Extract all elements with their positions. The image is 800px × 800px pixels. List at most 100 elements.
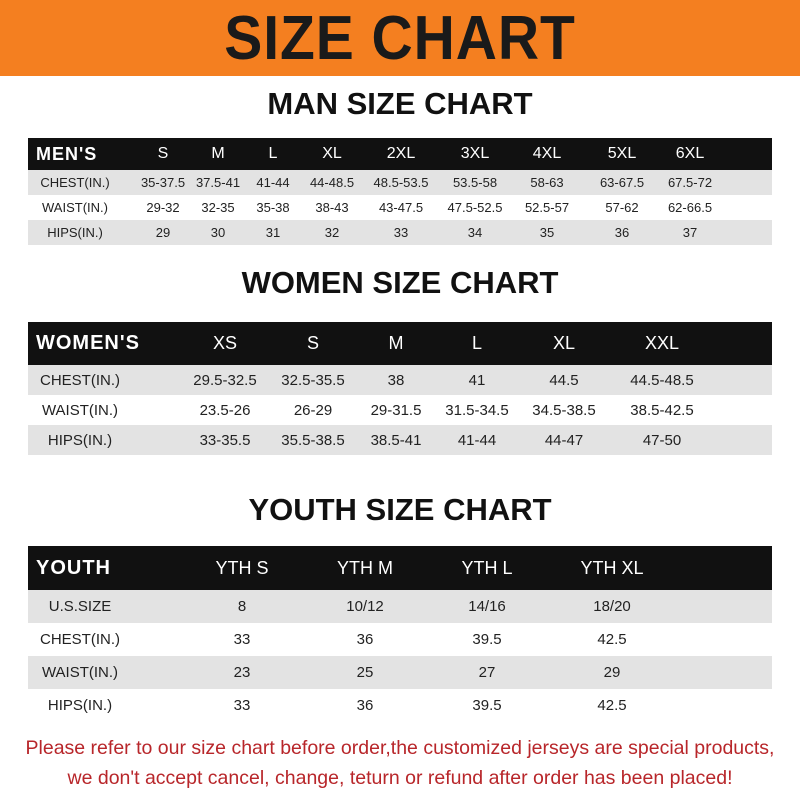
table-cell: 32: [324, 225, 340, 240]
women-title: WOMEN SIZE CHART: [241, 265, 559, 300]
table-row: CHEST(IN.) 29.5-32.5 32.5-35.5 38 41 44.5 44.5…: [28, 365, 772, 395]
youth-size-table: YOUTH YTH S YTH M YTH L YTH XL U.S.SIZE 8 10/12…: [28, 546, 772, 722]
table-cell: 33: [233, 697, 251, 714]
table-cell: 52.5-57: [524, 200, 570, 215]
table-cell: 48.5-53.5: [373, 175, 429, 190]
table-cell: 35: [539, 225, 555, 240]
table-cell: 38.5-42.5: [630, 401, 694, 419]
size-header: S: [157, 145, 169, 162]
measure-label: WAIST(IN.): [42, 200, 108, 215]
table-cell: 29-32: [146, 200, 180, 215]
table-cell: 29.5-32.5: [193, 371, 257, 389]
table-label: YOUTH: [36, 556, 111, 579]
table-cell: 62-66.5: [667, 200, 713, 215]
table-cell: 35-38: [256, 200, 290, 215]
table-header-row: WOMEN'S XS S M L XL XXL: [28, 322, 772, 365]
size-header: S: [306, 333, 320, 353]
table-cell: 23.5-26: [199, 401, 251, 419]
size-header: YTH L: [461, 557, 513, 578]
notice-line-2: we don't accept cancel, change, teturn o…: [67, 767, 733, 789]
table-cell: 33: [233, 631, 251, 648]
size-header: L: [471, 333, 483, 353]
table-cell: 29: [155, 225, 171, 240]
table-cell: 35-37.5: [140, 175, 186, 190]
table-cell: 30: [210, 225, 226, 240]
table-row: HIPS(IN.) 29 30 31 32 33 34 35 36 37: [28, 220, 772, 245]
table-cell: 25: [356, 664, 374, 681]
table-cell: 57-62: [605, 200, 639, 215]
table-cell: 42.5: [597, 697, 627, 714]
table-cell: 44.5: [549, 371, 579, 389]
table-cell: 34: [467, 225, 483, 240]
men-size-table: MEN'S S M L XL 2XL 3XL 4XL 5XL 6XL CHEST(IN.) 35-37…: [28, 138, 772, 245]
table-header-row: YOUTH YTH S YTH M YTH L YTH XL: [28, 546, 772, 590]
size-header: YTH M: [337, 557, 393, 578]
table-cell: 32.5-35.5: [281, 371, 345, 389]
table-label: MEN'S: [36, 143, 98, 164]
size-header: L: [268, 145, 278, 162]
size-header: XXL: [644, 333, 680, 353]
measure-label: HIPS(IN.): [47, 225, 103, 240]
table-cell: 36: [356, 631, 374, 648]
size-header: M: [388, 333, 404, 353]
table-cell: 47-50: [642, 431, 682, 449]
measure-label: WAIST(IN.): [41, 401, 119, 419]
table-cell: 33: [393, 225, 409, 240]
table-cell: 14/16: [468, 598, 506, 615]
table-cell: 41-44: [457, 431, 497, 449]
table-cell: 29: [603, 664, 621, 681]
table-cell: 41-44: [256, 175, 290, 190]
table-row: HIPS(IN.) 33-35.5 35.5-38.5 38.5-41 41-44 44-…: [28, 425, 772, 455]
table-cell: 43-47.5: [378, 200, 424, 215]
table-cell: 37: [682, 225, 698, 240]
table-cell: 58-63: [530, 175, 564, 190]
order-notice: Please refer to our size chart before or…: [0, 733, 800, 793]
women-size-table: WOMEN'S XS S M L XL XXL CHEST(IN.) 29.5-32.5 32.5…: [28, 322, 772, 455]
table-row: WAIST(IN.) 23 25 27 29: [28, 656, 772, 689]
notice-line-1: Please refer to our size chart before or…: [25, 737, 775, 759]
table-cell: 44-47: [544, 431, 584, 449]
size-header: XL: [322, 145, 342, 162]
table-row: CHEST(IN.) 33 36 39.5 42.5: [28, 623, 772, 656]
table-cell: 39.5: [472, 631, 502, 648]
table-cell: 37.5-41: [195, 175, 241, 190]
table-cell: 38: [387, 371, 405, 389]
measure-label: HIPS(IN.): [47, 697, 113, 714]
table-cell: 47.5-52.5: [447, 200, 503, 215]
table-row: HIPS(IN.) 33 36 39.5 42.5: [28, 689, 772, 722]
measure-label: HIPS(IN.): [47, 431, 113, 449]
table-row: CHEST(IN.) 35-37.5 37.5-41 41-44 44-48.5 48.5…: [28, 170, 772, 195]
table-cell: 42.5: [597, 631, 627, 648]
table-row: U.S.SIZE 8 10/12 14/16 18/20: [28, 590, 772, 623]
table-cell: 36: [614, 225, 630, 240]
measure-label: CHEST(IN.): [40, 631, 120, 648]
table-label: WOMEN'S: [36, 332, 140, 354]
size-header: 3XL: [460, 145, 490, 162]
table-header-row: MEN'S S M L XL 2XL 3XL 4XL 5XL 6XL: [28, 138, 772, 170]
table-cell: 67.5-72: [667, 175, 713, 190]
table-cell: 53.5-58: [452, 175, 498, 190]
table-cell: 39.5: [472, 697, 502, 714]
size-header: 5XL: [607, 145, 637, 162]
table-cell: 29-31.5: [370, 401, 422, 419]
table-cell: 8: [237, 598, 247, 615]
size-header: XL: [552, 333, 576, 353]
measure-label: CHEST(IN.): [40, 175, 110, 190]
banner-title: SIZE CHART: [224, 3, 576, 73]
table-cell: 44-48.5: [309, 175, 355, 190]
table-cell: 38-43: [315, 200, 349, 215]
size-header: M: [211, 145, 225, 162]
table-cell: 38.5-41: [370, 431, 422, 449]
table-cell: 31.5-34.5: [445, 401, 509, 419]
table-cell: 18/20: [593, 598, 631, 615]
table-cell: 32-35: [201, 200, 235, 215]
youth-title: YOUTH SIZE CHART: [248, 492, 552, 527]
table-row: WAIST(IN.) 23.5-26 26-29 29-31.5 31.5-34.5 34…: [28, 395, 772, 425]
table-cell: 33-35.5: [199, 431, 251, 449]
table-cell: 44.5-48.5: [630, 371, 694, 389]
banner: SIZE CHART: [0, 0, 800, 76]
men-title: MAN SIZE CHART: [267, 86, 533, 121]
table-cell: 10/12: [346, 598, 384, 615]
size-header: 4XL: [532, 145, 562, 162]
measure-label: CHEST(IN.): [40, 371, 120, 389]
